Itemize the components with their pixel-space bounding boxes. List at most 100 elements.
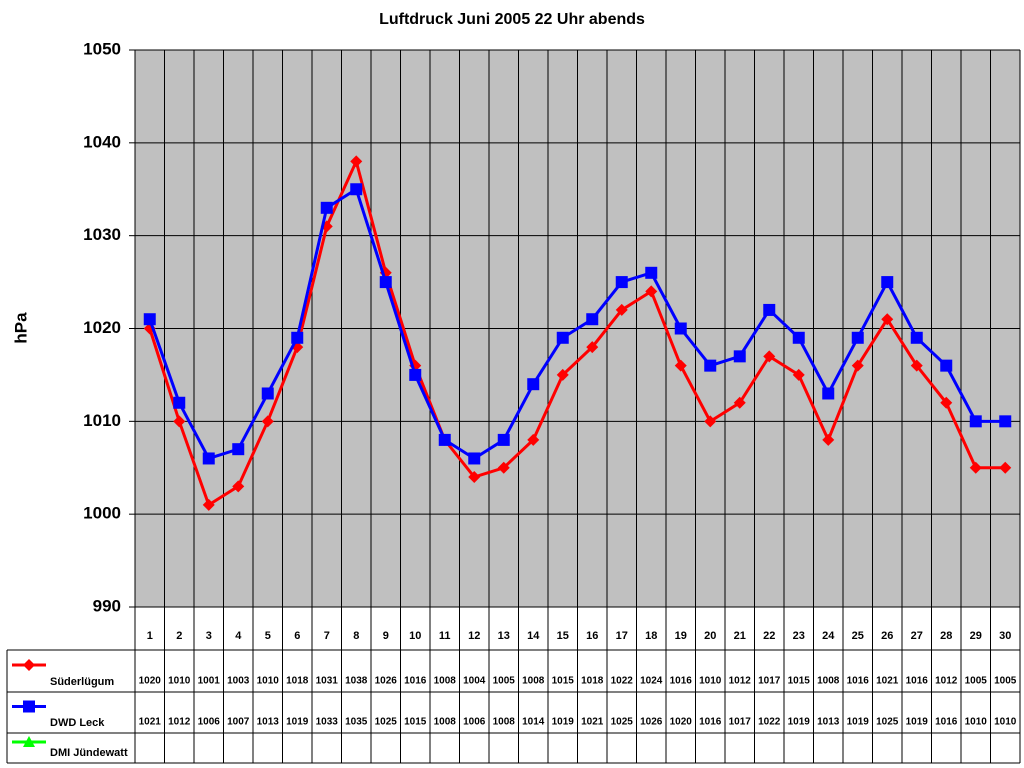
marker [615,276,628,289]
marker [379,276,392,289]
table-value: 1015 [788,676,811,687]
marker [615,303,628,316]
x-tick-label: 27 [911,630,923,642]
chart-title: Luftdruck Juni 2005 22 Uhr abends [379,11,645,28]
x-tick-label: 1 [147,630,153,642]
marker [851,359,864,372]
marker [969,461,982,474]
x-tick-label: 8 [353,630,359,642]
marker [497,433,510,446]
table-value: 1019 [788,717,811,728]
y-tick-label: 1000 [83,504,121,523]
marker [409,368,422,381]
x-tick-label: 29 [970,630,982,642]
marker [556,368,569,381]
x-tick-label: 30 [999,630,1011,642]
table-value: 1017 [729,717,752,728]
marker [261,415,274,428]
marker [173,415,186,428]
table-value: 1025 [375,717,398,728]
marker [350,183,363,196]
marker [910,331,923,344]
marker [527,378,540,391]
x-tick-label: 24 [822,630,835,642]
table-value: 1008 [434,676,457,687]
marker [733,350,746,363]
x-tick-label: 21 [734,630,746,642]
marker [586,341,599,354]
x-tick-label: 2 [176,630,182,642]
marker [733,396,746,409]
marker [999,415,1012,428]
y-tick-label: 1010 [83,411,121,430]
x-tick-label: 23 [793,630,805,642]
marker [438,433,451,446]
table-value: 1033 [316,717,339,728]
table-value: 1012 [935,676,958,687]
marker [232,443,245,456]
marker [23,736,35,747]
table-value: 1016 [404,676,427,687]
series-line [148,186,1006,461]
table-value: 1016 [935,717,958,728]
table-value: 1026 [640,717,663,728]
table-value: 1005 [994,676,1017,687]
y-tick-label: 990 [93,596,121,615]
table-value: 1016 [847,676,870,687]
y-tick-label: 1020 [83,318,121,337]
table-value: 1005 [965,676,988,687]
marker [999,461,1012,474]
table-value: 1016 [906,676,929,687]
table-value: 1020 [670,717,693,728]
table-value: 1018 [581,676,604,687]
marker [261,387,274,400]
marker [910,359,923,372]
table-value: 1022 [758,717,781,728]
marker [851,331,864,344]
marker [822,433,835,446]
marker [173,396,186,409]
marker [969,415,982,428]
legend-label: DWD Leck [50,717,105,729]
table-value: 1010 [257,676,280,687]
x-tick-label: 22 [763,630,775,642]
marker [23,700,35,713]
x-tick-label: 25 [852,630,864,642]
marker [881,276,894,289]
table-value: 1021 [581,717,604,728]
marker [674,359,687,372]
marker [940,396,953,409]
table-value: 1019 [286,717,309,728]
x-tick-label: 20 [704,630,716,642]
y-tick-label: 1040 [83,132,121,151]
table-value: 1010 [994,717,1017,728]
x-tick-label: 26 [881,630,893,642]
y-axis-label: hPa [11,312,30,344]
x-tick-label: 3 [206,630,212,642]
series-line [148,156,1006,508]
marker [645,266,658,279]
table-value: 1024 [640,676,663,687]
marker [792,368,805,381]
table-value: 1018 [286,676,309,687]
table-value: 1021 [139,717,162,728]
x-tick-label: 13 [498,630,510,642]
marker [320,201,333,214]
table-value: 1025 [876,717,899,728]
marker [291,331,304,344]
marker [822,387,835,400]
table-value: 1012 [729,676,752,687]
x-tick-label: 11 [439,630,451,642]
table-value: 1008 [522,676,545,687]
x-tick-label: 9 [383,630,389,642]
marker [202,498,215,511]
legend-label: DMI Jündewatt [50,747,128,759]
marker [23,659,35,671]
table-value: 1021 [876,676,899,687]
x-tick-label: 28 [940,630,952,642]
table-value: 1010 [168,676,191,687]
table-value: 1016 [699,717,722,728]
x-tick-label: 18 [645,630,657,642]
x-tick-label: 19 [675,630,687,642]
table-value: 1020 [139,676,162,687]
